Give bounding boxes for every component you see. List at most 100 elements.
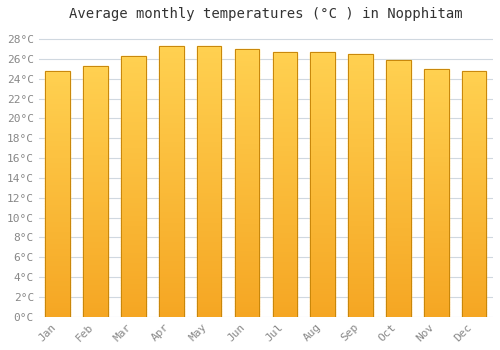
Bar [46,135,70,137]
Bar [424,262,448,265]
Bar [348,228,373,230]
Bar [121,166,146,168]
Bar [46,127,70,130]
Bar [46,255,70,258]
Bar [197,309,222,312]
Bar [310,280,335,282]
Bar [386,158,410,160]
Bar [272,235,297,237]
Bar [197,65,222,68]
Bar [84,304,108,307]
Bar [272,269,297,272]
Bar [46,223,70,226]
Bar [121,259,146,262]
Bar [84,116,108,119]
Bar [348,109,373,112]
Bar [386,134,410,137]
Bar [386,240,410,242]
Bar [197,49,222,51]
Bar [84,244,108,246]
Bar [159,108,184,111]
Bar [310,224,335,227]
Bar [424,104,448,106]
Bar [121,129,146,132]
Bar [348,146,373,148]
Bar [424,143,448,146]
Bar [84,144,108,146]
Bar [348,240,373,243]
Bar [348,101,373,104]
Bar [272,168,297,171]
Bar [462,80,486,83]
Bar [121,236,146,238]
Bar [121,291,146,293]
Bar [310,232,335,235]
Bar [197,111,222,114]
Bar [424,257,448,260]
Bar [424,166,448,168]
Bar [197,257,222,260]
Bar [462,95,486,98]
Bar [272,296,297,298]
Bar [424,86,448,89]
Bar [159,236,184,238]
Bar [159,84,184,86]
Bar [234,199,260,202]
Bar [46,152,70,154]
Bar [234,121,260,124]
Bar [348,314,373,317]
Bar [424,76,448,79]
Bar [386,227,410,230]
Bar [462,307,486,309]
Bar [272,57,297,60]
Bar [234,132,260,135]
Bar [424,212,448,215]
Bar [462,78,486,80]
Bar [462,265,486,268]
Bar [348,62,373,64]
Bar [197,97,222,100]
Bar [272,113,297,116]
Bar [159,211,184,214]
Bar [424,297,448,300]
Bar [159,238,184,241]
Bar [234,258,260,260]
Bar [310,86,335,89]
Bar [462,115,486,118]
Bar [234,68,260,70]
Bar [272,261,297,264]
Bar [348,148,373,151]
Bar [46,76,70,78]
Bar [272,303,297,306]
Bar [197,116,222,119]
Bar [462,302,486,304]
Bar [121,160,146,163]
Bar [197,214,222,217]
Bar [386,181,410,183]
Bar [84,216,108,219]
Bar [46,312,70,314]
Bar [159,49,184,51]
Bar [46,80,70,83]
Bar [386,150,410,152]
Bar [197,76,222,78]
Bar [462,172,486,174]
Bar [159,62,184,65]
Bar [462,270,486,273]
Bar [84,108,108,111]
Bar [234,145,260,148]
Bar [159,81,184,84]
Bar [46,287,70,290]
Bar [121,270,146,272]
Bar [424,188,448,190]
Bar [386,178,410,181]
Bar [84,159,108,161]
Bar [234,180,260,183]
Bar [424,106,448,108]
Bar [424,136,448,138]
Bar [46,201,70,204]
Bar [272,97,297,99]
Bar [159,260,184,262]
Bar [310,136,335,139]
Bar [121,66,146,69]
